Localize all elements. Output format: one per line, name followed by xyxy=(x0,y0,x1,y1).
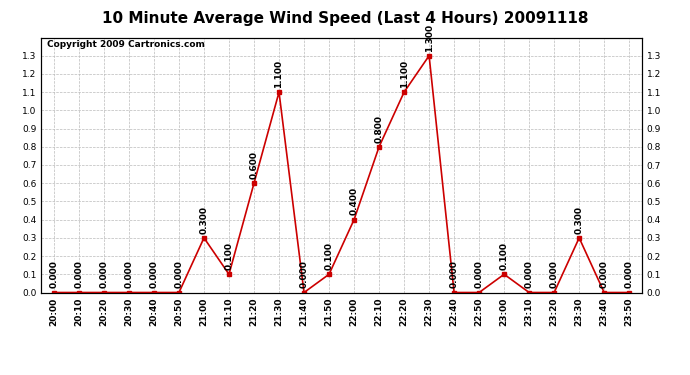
Text: 0.300: 0.300 xyxy=(575,206,584,234)
Text: Copyright 2009 Cartronics.com: Copyright 2009 Cartronics.com xyxy=(48,40,206,49)
Text: 0.000: 0.000 xyxy=(299,261,308,288)
Text: 0.400: 0.400 xyxy=(350,188,359,216)
Text: 0.000: 0.000 xyxy=(75,261,83,288)
Text: 10 Minute Average Wind Speed (Last 4 Hours) 20091118: 10 Minute Average Wind Speed (Last 4 Hou… xyxy=(101,11,589,26)
Text: 0.000: 0.000 xyxy=(624,261,633,288)
Text: 0.000: 0.000 xyxy=(99,261,108,288)
Text: 0.000: 0.000 xyxy=(550,261,559,288)
Text: 0.300: 0.300 xyxy=(199,206,208,234)
Text: 0.100: 0.100 xyxy=(224,242,233,270)
Text: 0.000: 0.000 xyxy=(524,261,533,288)
Text: 1.100: 1.100 xyxy=(275,60,284,88)
Text: 0.000: 0.000 xyxy=(150,261,159,288)
Text: 1.100: 1.100 xyxy=(400,60,408,88)
Text: 1.300: 1.300 xyxy=(424,23,433,51)
Text: 0.800: 0.800 xyxy=(375,115,384,142)
Text: 0.000: 0.000 xyxy=(50,261,59,288)
Text: 0.000: 0.000 xyxy=(475,261,484,288)
Text: 0.100: 0.100 xyxy=(324,242,333,270)
Text: 0.100: 0.100 xyxy=(500,242,509,270)
Text: 0.600: 0.600 xyxy=(250,151,259,179)
Text: 0.000: 0.000 xyxy=(600,261,609,288)
Text: 0.000: 0.000 xyxy=(450,261,459,288)
Text: 0.000: 0.000 xyxy=(124,261,133,288)
Text: 0.000: 0.000 xyxy=(175,261,184,288)
